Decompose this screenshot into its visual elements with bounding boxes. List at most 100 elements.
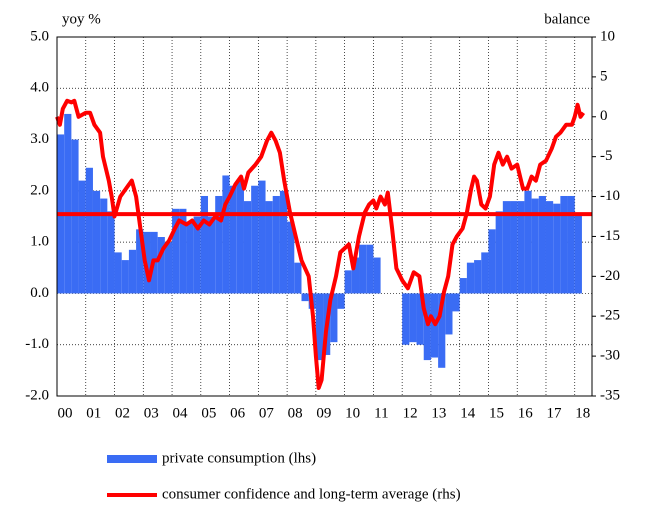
bar (107, 211, 115, 294)
bar (265, 201, 273, 294)
bar (186, 221, 194, 294)
y2-tick-label: -30 (600, 348, 620, 364)
bar (438, 293, 446, 368)
y2-tick-label: -20 (600, 268, 620, 284)
bar (402, 293, 410, 345)
x-tick-label: 00 (58, 405, 73, 421)
bar (495, 211, 503, 294)
bar (243, 201, 252, 294)
x-tick-label: 14 (460, 405, 476, 421)
bar (128, 249, 137, 294)
bar (222, 175, 230, 294)
y2-tick-label: -10 (600, 188, 620, 204)
bar (337, 293, 345, 309)
bar (64, 113, 72, 294)
bar (315, 293, 324, 361)
bar (409, 293, 417, 343)
bar (136, 229, 144, 294)
bar (567, 195, 575, 294)
y2-tick-label: 10 (600, 28, 615, 44)
x-tick-label: 02 (115, 405, 130, 421)
x-tick-label: 10 (345, 405, 360, 421)
bar (488, 229, 496, 294)
bar (215, 195, 223, 294)
bar (330, 293, 338, 343)
y2-axis-label: balance (544, 11, 590, 27)
bar (416, 293, 424, 345)
y-tick-label: 5.0 (30, 28, 49, 44)
bar (208, 216, 216, 294)
bar (366, 244, 374, 294)
bar (344, 270, 352, 294)
x-tick-label: 07 (259, 405, 275, 421)
bar (114, 252, 122, 294)
bar (78, 180, 86, 294)
bar (466, 262, 475, 294)
bar (359, 244, 367, 294)
bar (229, 185, 237, 294)
y2-tick-label: 0 (600, 108, 608, 124)
bar (236, 180, 244, 294)
bar (560, 195, 568, 294)
bar (157, 237, 165, 294)
x-tick-label: 01 (86, 405, 101, 421)
bar (294, 262, 302, 294)
y2-tick-label: -25 (600, 308, 620, 324)
x-tick-label: 03 (144, 405, 159, 421)
bar (351, 257, 360, 294)
bar (459, 278, 467, 294)
x-tick-label: 12 (403, 405, 418, 421)
bar (553, 203, 561, 294)
bar (452, 293, 460, 312)
bar (279, 190, 288, 294)
bar (200, 195, 209, 294)
bar (301, 293, 309, 302)
legend-label: private consumption (lhs) (162, 450, 316, 466)
y2-tick-label: -35 (600, 387, 620, 403)
y-tick-label: -2.0 (25, 387, 49, 403)
bar (179, 208, 187, 294)
bar (423, 293, 431, 361)
y-axis-label: yoy % (62, 11, 101, 27)
bar (164, 242, 173, 294)
bar (517, 201, 525, 294)
x-tick-label: 05 (201, 405, 216, 421)
y-tick-label: -1.0 (25, 336, 49, 352)
legend-label: consumer confidence and long-term averag… (162, 486, 461, 502)
y-tick-label: 4.0 (30, 80, 49, 96)
line (55, 98, 586, 390)
x-tick-label: 06 (230, 405, 246, 421)
legend-swatch (107, 455, 157, 463)
bar (100, 198, 108, 294)
bar (121, 260, 129, 294)
bar (502, 201, 511, 294)
x-tick-label: 15 (489, 405, 504, 421)
bar (574, 213, 582, 294)
plot-frame (56, 36, 593, 397)
bar (545, 201, 554, 294)
bar (373, 257, 381, 294)
x-tick-label: 17 (546, 405, 562, 421)
y2-tick-label: -15 (600, 228, 620, 244)
bar (71, 139, 79, 294)
bar (272, 195, 280, 294)
bar (85, 167, 93, 294)
bar (481, 252, 489, 294)
bar (172, 208, 180, 294)
y2-tick-label: 5 (600, 68, 608, 84)
x-tick-label: 16 (518, 405, 534, 421)
bar (531, 198, 539, 294)
bar (193, 216, 201, 294)
y-tick-label: 0.0 (30, 285, 49, 301)
bar (92, 190, 101, 294)
y2-tick-label: -5 (600, 148, 613, 164)
y-tick-label: 2.0 (30, 182, 49, 198)
x-tick-label: 09 (316, 405, 331, 421)
bar (524, 190, 532, 294)
x-tick-label: 11 (374, 405, 388, 421)
y-tick-label: 1.0 (30, 234, 49, 250)
y-tick-label: 3.0 (30, 131, 49, 147)
x-tick-label: 18 (575, 405, 590, 421)
bar (287, 221, 295, 294)
bar (258, 180, 266, 294)
